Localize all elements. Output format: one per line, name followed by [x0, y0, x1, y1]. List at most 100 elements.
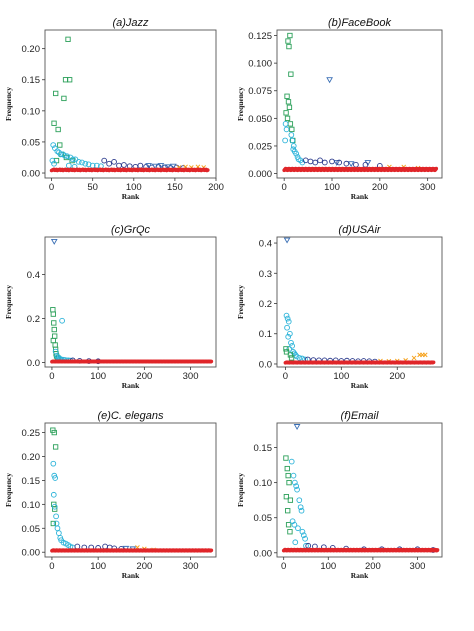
y-tick-label: 0.0: [259, 359, 272, 370]
data-point-circle: [289, 137, 296, 144]
data-point-dot: [209, 548, 214, 553]
data-point-square: [285, 472, 291, 479]
data-point-square: [283, 494, 290, 500]
y-axis-label: Frequency: [236, 473, 245, 507]
data-point-circle: [75, 158, 82, 165]
data-point-dot: [431, 360, 436, 365]
data-point-circle: [50, 460, 57, 467]
data-point-square: [287, 121, 294, 127]
data-point-circle: [51, 160, 57, 167]
data-point-square: [288, 71, 294, 77]
data-point-circle: [290, 143, 297, 149]
y-tick-label: 0.10: [254, 478, 273, 489]
data-point-triangle: [145, 163, 152, 170]
panel-title: (c)GrQc: [111, 224, 151, 236]
data-point-square: [286, 104, 293, 110]
data-point-dot: [435, 548, 440, 552]
plot-area: [50, 427, 214, 553]
data-point-circle: [284, 324, 290, 331]
data-point-circle: [56, 530, 62, 536]
axes-frame: [276, 236, 443, 368]
data-point-circle: [293, 483, 300, 489]
data-point-triangle: [347, 161, 355, 168]
data-point-circle: [290, 146, 297, 153]
x-tick-label: 200: [365, 561, 381, 572]
x-tick-label: 300: [410, 561, 426, 572]
data-point-x: [411, 355, 417, 361]
y-tick-label: 0.2: [27, 314, 40, 325]
data-point-circle: [285, 318, 292, 325]
y-tick-label: 0.0: [27, 358, 40, 369]
axes-frame: [44, 422, 217, 558]
data-point-circle: [283, 312, 290, 319]
data-point-square: [51, 120, 57, 126]
y-tick-label: 0.075: [248, 86, 272, 97]
data-point-x: [422, 352, 428, 358]
data-point-triangle: [157, 163, 165, 170]
data-point-square: [50, 337, 56, 344]
y-axis-label: Frequency: [4, 87, 13, 121]
data-point-triangle: [164, 164, 171, 171]
x-tick-label: 0: [283, 371, 288, 382]
y-tick-label: 0.050: [248, 114, 272, 125]
data-point-triangle: [50, 238, 58, 245]
data-point-circle: [300, 532, 307, 539]
x-tick-label: 100: [126, 182, 142, 193]
data-point-circle: [287, 330, 293, 337]
plot-area: [281, 424, 440, 553]
plot-area: [282, 32, 439, 173]
data-point-circle: [329, 158, 335, 165]
data-point-circle: [89, 162, 96, 169]
panel-title: (b)FaceBook: [328, 17, 391, 29]
data-point-circle: [111, 158, 117, 165]
y-tick-label: 0.15: [254, 443, 273, 454]
panel-e: (e)C. elegans 0 100 200 300 0.00 0.05 0.10 0.15 0…: [4, 410, 217, 580]
x-tick-label: 50: [87, 182, 98, 193]
data-point-circle: [52, 475, 59, 481]
plot-area: [49, 36, 210, 173]
data-point-square: [283, 346, 289, 352]
data-point-circle: [296, 355, 303, 361]
panel-a: (a)Jazz 0 50 100 150 200 0.00 0.05 0.10 0.15 0.20 R…: [4, 17, 224, 201]
x-axis-label: Rank: [351, 192, 369, 201]
data-point-circle: [295, 525, 301, 532]
x-tick-label: 100: [90, 561, 106, 572]
y-axis-label: Frequency: [4, 285, 13, 319]
data-point-square: [63, 154, 70, 161]
y-tick-label: 0.025: [248, 141, 272, 152]
data-point-triangle: [283, 237, 291, 244]
data-point-circle: [137, 162, 144, 169]
x-tick-label: 200: [208, 182, 224, 193]
data-point-square: [57, 142, 63, 148]
data-point-circle: [288, 339, 294, 346]
data-point-square: [69, 157, 75, 164]
y-tick-label: 0.2: [259, 299, 272, 310]
y-tick-label: 0.15: [22, 476, 41, 487]
data-point-circle: [289, 342, 295, 349]
data-point-circle: [283, 126, 290, 133]
data-point-square: [51, 320, 57, 326]
data-point-square: [283, 455, 289, 461]
data-point-square: [50, 520, 56, 527]
data-point-circle: [53, 520, 60, 527]
x-tick-label: 0: [281, 561, 286, 572]
data-point-square: [52, 342, 58, 348]
data-point-circle: [74, 543, 81, 550]
y-tick-label: 0.4: [27, 270, 40, 281]
panel-title: (e)C. elegans: [97, 410, 164, 422]
data-point-circle: [296, 497, 303, 504]
data-point-circle: [298, 507, 305, 514]
y-tick-label: 0.00: [22, 169, 41, 180]
data-point-circle: [50, 142, 57, 148]
data-point-circle: [307, 158, 314, 165]
x-tick-label: 100: [324, 182, 340, 193]
data-point-square: [284, 465, 290, 472]
y-tick-label: 0.4: [259, 239, 272, 250]
panel-title: (a)Jazz: [112, 17, 149, 29]
data-point-circle: [312, 159, 319, 166]
plot-area: [283, 237, 436, 365]
data-point-circle: [50, 491, 57, 498]
data-point-triangle: [151, 163, 159, 170]
y-tick-label: 0.10: [22, 106, 41, 117]
y-tick-label: 0.1: [259, 329, 272, 340]
